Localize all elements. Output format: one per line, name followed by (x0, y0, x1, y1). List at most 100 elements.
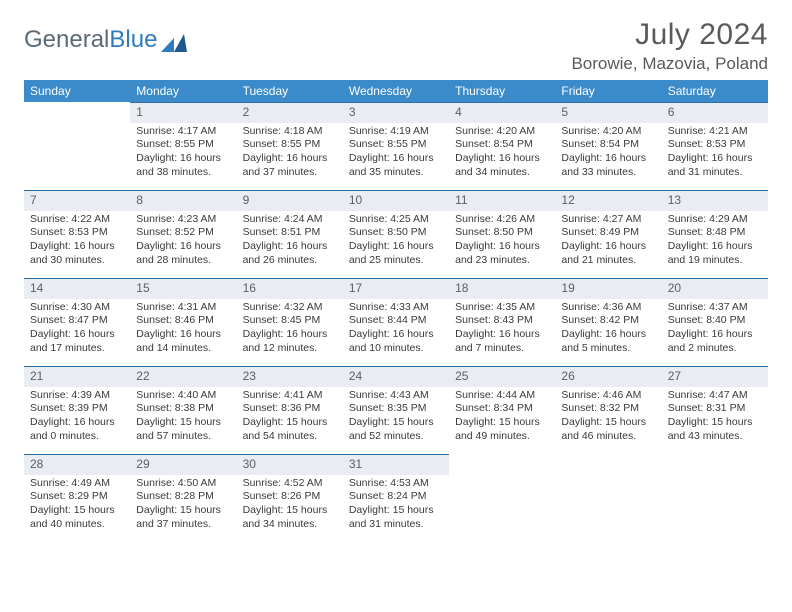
calendar-cell: 10Sunrise: 4:25 AMSunset: 8:50 PMDayligh… (343, 190, 449, 278)
header: GeneralBlue July 2024 Borowie, Mazovia, … (24, 18, 768, 74)
sunset-text: Sunset: 8:36 PM (243, 402, 337, 416)
calendar-cell: 21Sunrise: 4:39 AMSunset: 8:39 PMDayligh… (24, 366, 130, 454)
calendar-cell: 8Sunrise: 4:23 AMSunset: 8:52 PMDaylight… (130, 190, 236, 278)
day-details: Sunrise: 4:47 AMSunset: 8:31 PMDaylight:… (662, 387, 768, 448)
day-details: Sunrise: 4:33 AMSunset: 8:44 PMDaylight:… (343, 299, 449, 360)
calendar-cell: 18Sunrise: 4:35 AMSunset: 8:43 PMDayligh… (449, 278, 555, 366)
calendar-cell: 16Sunrise: 4:32 AMSunset: 8:45 PMDayligh… (237, 278, 343, 366)
calendar-cell: 22Sunrise: 4:40 AMSunset: 8:38 PMDayligh… (130, 366, 236, 454)
daylight-text: Daylight: 15 hours and 43 minutes. (668, 416, 762, 443)
sunrise-text: Sunrise: 4:17 AM (136, 125, 230, 139)
calendar-cell: 7Sunrise: 4:22 AMSunset: 8:53 PMDaylight… (24, 190, 130, 278)
sunrise-text: Sunrise: 4:53 AM (349, 477, 443, 491)
day-details: Sunrise: 4:23 AMSunset: 8:52 PMDaylight:… (130, 211, 236, 272)
calendar-cell: 6Sunrise: 4:21 AMSunset: 8:53 PMDaylight… (662, 102, 768, 190)
day-details: Sunrise: 4:46 AMSunset: 8:32 PMDaylight:… (555, 387, 661, 448)
daylight-text: Daylight: 15 hours and 52 minutes. (349, 416, 443, 443)
calendar-week-row: 7Sunrise: 4:22 AMSunset: 8:53 PMDaylight… (24, 190, 768, 278)
sunset-text: Sunset: 8:38 PM (136, 402, 230, 416)
daylight-text: Daylight: 16 hours and 21 minutes. (561, 240, 655, 267)
day-details: Sunrise: 4:20 AMSunset: 8:54 PMDaylight:… (449, 123, 555, 184)
calendar-week-row: 28Sunrise: 4:49 AMSunset: 8:29 PMDayligh… (24, 454, 768, 542)
sunset-text: Sunset: 8:39 PM (30, 402, 124, 416)
sunset-text: Sunset: 8:52 PM (136, 226, 230, 240)
calendar-cell: 23Sunrise: 4:41 AMSunset: 8:36 PMDayligh… (237, 366, 343, 454)
day-details: Sunrise: 4:35 AMSunset: 8:43 PMDaylight:… (449, 299, 555, 360)
sunset-text: Sunset: 8:29 PM (30, 490, 124, 504)
calendar-cell: 27Sunrise: 4:47 AMSunset: 8:31 PMDayligh… (662, 366, 768, 454)
day-header: Saturday (662, 80, 768, 102)
day-number: 18 (449, 278, 555, 299)
daylight-text: Daylight: 16 hours and 33 minutes. (561, 152, 655, 179)
day-number: 23 (237, 366, 343, 387)
day-header: Wednesday (343, 80, 449, 102)
day-details: Sunrise: 4:39 AMSunset: 8:39 PMDaylight:… (24, 387, 130, 448)
day-details: Sunrise: 4:24 AMSunset: 8:51 PMDaylight:… (237, 211, 343, 272)
calendar-cell (555, 454, 661, 542)
calendar-week-row: 1Sunrise: 4:17 AMSunset: 8:55 PMDaylight… (24, 102, 768, 190)
sunrise-text: Sunrise: 4:33 AM (349, 301, 443, 315)
sunset-text: Sunset: 8:43 PM (455, 314, 549, 328)
daylight-text: Daylight: 15 hours and 34 minutes. (243, 504, 337, 531)
day-number: 21 (24, 366, 130, 387)
calendar-cell: 19Sunrise: 4:36 AMSunset: 8:42 PMDayligh… (555, 278, 661, 366)
sunrise-text: Sunrise: 4:22 AM (30, 213, 124, 227)
sunrise-text: Sunrise: 4:47 AM (668, 389, 762, 403)
calendar-cell: 15Sunrise: 4:31 AMSunset: 8:46 PMDayligh… (130, 278, 236, 366)
sunrise-text: Sunrise: 4:49 AM (30, 477, 124, 491)
day-details: Sunrise: 4:43 AMSunset: 8:35 PMDaylight:… (343, 387, 449, 448)
daylight-text: Daylight: 15 hours and 54 minutes. (243, 416, 337, 443)
day-details: Sunrise: 4:30 AMSunset: 8:47 PMDaylight:… (24, 299, 130, 360)
day-number: 28 (24, 454, 130, 475)
sunrise-text: Sunrise: 4:25 AM (349, 213, 443, 227)
brand-part2: Blue (109, 26, 157, 54)
day-details: Sunrise: 4:50 AMSunset: 8:28 PMDaylight:… (130, 475, 236, 536)
sunrise-text: Sunrise: 4:21 AM (668, 125, 762, 139)
day-number: 25 (449, 366, 555, 387)
day-number: 16 (237, 278, 343, 299)
sunrise-text: Sunrise: 4:35 AM (455, 301, 549, 315)
day-details: Sunrise: 4:41 AMSunset: 8:36 PMDaylight:… (237, 387, 343, 448)
day-number: 1 (130, 102, 236, 123)
daylight-text: Daylight: 15 hours and 57 minutes. (136, 416, 230, 443)
sunset-text: Sunset: 8:45 PM (243, 314, 337, 328)
day-number: 30 (237, 454, 343, 475)
calendar-cell: 12Sunrise: 4:27 AMSunset: 8:49 PMDayligh… (555, 190, 661, 278)
calendar-cell: 24Sunrise: 4:43 AMSunset: 8:35 PMDayligh… (343, 366, 449, 454)
sunset-text: Sunset: 8:44 PM (349, 314, 443, 328)
calendar-cell: 1Sunrise: 4:17 AMSunset: 8:55 PMDaylight… (130, 102, 236, 190)
day-details: Sunrise: 4:20 AMSunset: 8:54 PMDaylight:… (555, 123, 661, 184)
calendar-cell: 4Sunrise: 4:20 AMSunset: 8:54 PMDaylight… (449, 102, 555, 190)
day-details: Sunrise: 4:40 AMSunset: 8:38 PMDaylight:… (130, 387, 236, 448)
sunrise-text: Sunrise: 4:27 AM (561, 213, 655, 227)
day-number: 22 (130, 366, 236, 387)
daylight-text: Daylight: 16 hours and 25 minutes. (349, 240, 443, 267)
day-number: 13 (662, 190, 768, 211)
sunset-text: Sunset: 8:48 PM (668, 226, 762, 240)
daylight-text: Daylight: 16 hours and 35 minutes. (349, 152, 443, 179)
daylight-text: Daylight: 16 hours and 30 minutes. (30, 240, 124, 267)
sunrise-text: Sunrise: 4:39 AM (30, 389, 124, 403)
calendar-header-row: SundayMondayTuesdayWednesdayThursdayFrid… (24, 80, 768, 102)
day-number: 19 (555, 278, 661, 299)
day-details: Sunrise: 4:36 AMSunset: 8:42 PMDaylight:… (555, 299, 661, 360)
calendar-cell: 25Sunrise: 4:44 AMSunset: 8:34 PMDayligh… (449, 366, 555, 454)
calendar-cell (449, 454, 555, 542)
calendar-cell: 9Sunrise: 4:24 AMSunset: 8:51 PMDaylight… (237, 190, 343, 278)
daylight-text: Daylight: 16 hours and 5 minutes. (561, 328, 655, 355)
calendar-cell (24, 102, 130, 190)
daylight-text: Daylight: 16 hours and 28 minutes. (136, 240, 230, 267)
calendar-cell: 17Sunrise: 4:33 AMSunset: 8:44 PMDayligh… (343, 278, 449, 366)
day-number: 14 (24, 278, 130, 299)
daylight-text: Daylight: 16 hours and 37 minutes. (243, 152, 337, 179)
sunrise-text: Sunrise: 4:50 AM (136, 477, 230, 491)
day-details: Sunrise: 4:31 AMSunset: 8:46 PMDaylight:… (130, 299, 236, 360)
sunset-text: Sunset: 8:53 PM (668, 138, 762, 152)
day-header: Sunday (24, 80, 130, 102)
day-details: Sunrise: 4:44 AMSunset: 8:34 PMDaylight:… (449, 387, 555, 448)
calendar-week-row: 21Sunrise: 4:39 AMSunset: 8:39 PMDayligh… (24, 366, 768, 454)
day-number: 10 (343, 190, 449, 211)
calendar-cell: 26Sunrise: 4:46 AMSunset: 8:32 PMDayligh… (555, 366, 661, 454)
calendar-cell: 29Sunrise: 4:50 AMSunset: 8:28 PMDayligh… (130, 454, 236, 542)
daylight-text: Daylight: 15 hours and 40 minutes. (30, 504, 124, 531)
